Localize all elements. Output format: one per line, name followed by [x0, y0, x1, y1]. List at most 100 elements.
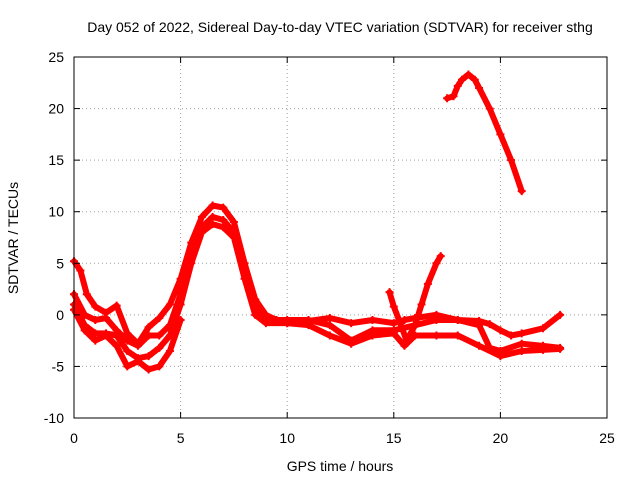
data-point [251, 310, 260, 319]
data-point [176, 316, 185, 325]
chart-title: Day 052 of 2022, Sidereal Day-to-day VTE… [87, 19, 593, 35]
data-point [423, 279, 432, 288]
data-point [496, 352, 505, 361]
data-point [485, 104, 494, 113]
data-point [197, 228, 206, 237]
y-tick-label: 15 [48, 152, 64, 168]
x-tick-label: 10 [279, 430, 295, 446]
data-point [347, 339, 356, 348]
data-point [165, 346, 174, 355]
series-track-f [444, 71, 525, 195]
data-point [556, 344, 565, 353]
data-point [123, 346, 132, 355]
data-point [176, 300, 185, 309]
data-point [112, 331, 121, 340]
data-point [112, 301, 121, 310]
axis-ticks: 0 5 10 15 20 25 -10 -5 0 5 10 15 20 25 [44, 49, 615, 446]
y-axis-label: SDTVAR / TECUs [5, 182, 21, 294]
data-point [208, 212, 217, 221]
data-point [436, 252, 445, 261]
data-point [123, 362, 132, 371]
plot-frame [73, 56, 608, 419]
data-point [123, 329, 132, 338]
data-point [475, 341, 484, 350]
y-tick-label: -10 [44, 410, 64, 426]
data-point [507, 156, 516, 165]
data-point [400, 341, 409, 350]
data-point [144, 331, 153, 340]
data-point [197, 212, 206, 221]
data-point [443, 94, 452, 103]
data-point [517, 187, 526, 196]
data-point [485, 320, 494, 329]
data-point [144, 365, 153, 374]
data-point [464, 70, 473, 79]
data-point [155, 362, 164, 371]
data-point [101, 313, 110, 322]
data-point [368, 316, 377, 325]
data-point [453, 81, 462, 90]
data-point [80, 326, 89, 335]
data-point [112, 341, 121, 350]
data-point [76, 266, 85, 275]
data-point [432, 316, 441, 325]
data-point [208, 220, 217, 229]
data-point [417, 300, 426, 309]
y-tick-label: 25 [48, 49, 64, 65]
data-point [229, 218, 238, 227]
data-point [402, 336, 411, 345]
data-point [517, 339, 526, 348]
data-point [347, 319, 356, 328]
data-point [517, 346, 526, 355]
data-point [144, 323, 153, 332]
data-point [496, 326, 505, 335]
x-tick-label: 25 [599, 430, 615, 446]
data-point [556, 310, 565, 319]
data-point [385, 288, 394, 297]
data-point [144, 352, 153, 361]
data-point [82, 290, 91, 299]
y-tick-label: 5 [56, 255, 64, 271]
data-point [165, 300, 174, 309]
data-point [389, 329, 398, 338]
data-point [325, 331, 334, 340]
x-tick-label: 5 [177, 430, 185, 446]
data-point [539, 324, 548, 333]
data-point [219, 215, 228, 224]
data-point [496, 130, 505, 139]
data-point [325, 313, 334, 322]
data-point [133, 357, 142, 366]
data-point [101, 331, 110, 340]
series-layer [70, 70, 565, 374]
data-point [396, 319, 405, 328]
data-point [91, 302, 100, 311]
data-point [539, 345, 548, 354]
x-tick-label: 0 [70, 430, 78, 446]
data-point [155, 313, 164, 322]
y-tick-label: 20 [48, 101, 64, 117]
data-point [449, 92, 458, 101]
data-point [432, 259, 441, 268]
data-point [261, 319, 270, 328]
data-point [155, 343, 164, 352]
data-point [470, 75, 479, 84]
grid [74, 57, 607, 418]
data-point [325, 321, 334, 330]
data-point [507, 331, 516, 340]
data-point [133, 341, 142, 350]
data-point [432, 331, 441, 340]
data-point [475, 83, 484, 92]
data-point [229, 233, 238, 242]
data-point [304, 321, 313, 330]
data-point [368, 331, 377, 340]
data-point [91, 329, 100, 338]
x-tick-label: 15 [386, 430, 402, 446]
data-point [389, 302, 398, 311]
data-point [517, 329, 526, 338]
x-axis-label: GPS time / hours [287, 458, 394, 474]
data-point [208, 201, 217, 210]
data-point [91, 336, 100, 345]
x-tick-label: 20 [493, 430, 509, 446]
data-point [475, 321, 484, 330]
y-tick-label: 0 [56, 307, 64, 323]
